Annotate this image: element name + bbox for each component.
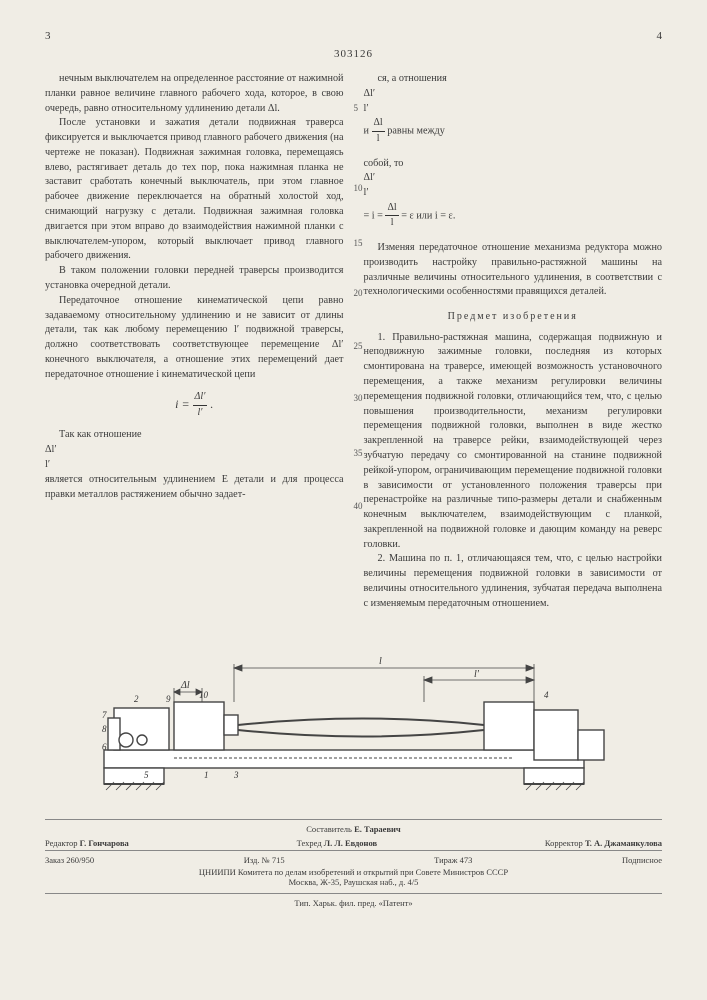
denominator: l′ [364,186,663,201]
fraction: Δl l [372,116,385,146]
paragraph: В таком положении головки передней траве… [45,264,344,294]
numerator: Δl′ [45,443,344,458]
subscription: Подписное [622,855,662,865]
paragraph: Передаточное отношение кинематической це… [45,294,344,383]
claim: 1. Правильно-растяжная машина, содержаща… [364,331,663,553]
formula-lhs: i [175,397,178,411]
text: = ε или i = ε. [401,210,455,221]
colophon: Составитель Е. Тараевич Редактор Г. Гонч… [45,819,662,908]
ref-num: 7 [102,710,107,720]
order-num: Заказ 260/950 [45,855,94,865]
ref-num: 5 [144,770,149,780]
patent-page: 3 4 303126 5 10 15 20 25 30 35 40 нечным… [0,0,707,1000]
paragraph: ся, а отношения [364,72,663,87]
dim-l: l [379,656,382,667]
text: и [364,126,369,137]
denominator: l [372,132,385,147]
paragraph: Так как отношение [45,428,344,443]
paragraph: собой, то [364,157,663,172]
patent-number: 303126 [45,48,662,60]
numerator: Δl [372,116,385,132]
printer-line: Тип. Харьк. фил. пред. «Патент» [45,893,662,908]
ref-num: 9 [166,694,171,704]
composer-label: Составитель [306,824,352,834]
page-num-left: 3 [45,30,51,42]
machine-diagram: l l′ Δl 10 9 7 8 6 2 1 3 4 5 [45,630,662,805]
name: Т. А. Джаманкулова [585,838,662,848]
line-number: 25 [354,340,363,353]
tirage: Тираж 473 [434,855,472,865]
corrector: Корректор Т. А. Джаманкулова [545,838,662,848]
label: Корректор [545,838,583,848]
tech-editor: Техред Л. Л. Евдонов [297,838,377,848]
denominator: l′ [364,102,663,117]
diagram-svg: l l′ Δl 10 9 7 8 6 2 1 3 4 5 [74,630,634,800]
text: = i = [364,210,383,221]
print-info: Заказ 260/950 Изд. № 715 Тираж 473 Подпи… [45,850,662,865]
right-column: ся, а отношения Δl′ l′ и Δl l равны межд… [364,72,663,612]
denominator: l [385,216,398,231]
claims-heading: Предмет изобретения [364,310,663,325]
ref-num: 8 [102,724,107,734]
line-number: 15 [354,237,363,250]
text: ся, а отношения [378,73,447,84]
denominator: l′ [193,406,208,421]
label: Техред [297,838,322,848]
formula: i = Δl′ l′ . [45,390,344,420]
org-line: ЦНИИПИ Комитета по делам изобретений и о… [45,867,662,877]
ref-num: 4 [544,690,549,700]
claim: 2. Машина по п. 1, отличающаяся тем, что… [364,552,663,611]
edition-num: Изд. № 715 [244,855,285,865]
ref-num: 2 [134,694,139,704]
paragraph: После установки и зажатия детали подвижн… [45,116,344,264]
editor: Редактор Г. Гончарова [45,838,129,848]
numerator: Δl′ [364,171,663,186]
line-number: 20 [354,287,363,300]
line-number: 40 [354,500,363,513]
text-columns: 5 10 15 20 25 30 35 40 нечным выключател… [45,72,662,612]
ref-num: 1 [204,770,209,780]
dim-l-prime: l′ [474,669,480,680]
line-number: 5 [354,102,359,115]
fraction: Δl l [385,201,398,231]
left-column: нечным выключателем на определенное расс… [45,72,344,612]
paragraph: нечным выключателем на определенное расс… [45,72,344,116]
line-number: 35 [354,447,363,460]
text: является относительным удлинением E дета… [45,474,344,500]
ref-num: 10 [199,690,209,700]
numerator: Δl′ [364,87,663,102]
numerator: Δl [385,201,398,217]
text: Так как отношение [59,429,142,440]
page-num-right: 4 [657,30,663,42]
ref-num: 3 [233,770,239,780]
label: Редактор [45,838,78,848]
dim-delta: Δl [180,680,190,691]
address-line: Москва, Ж-35, Раушская наб., д. 4/5 [45,877,662,887]
name: Л. Л. Евдонов [324,838,377,848]
ref-num: 6 [102,742,107,752]
page-numbers: 3 4 [45,30,662,42]
paragraph: Изменяя передаточное отношение механизма… [364,241,663,300]
composer-name: Е. Тараевич [354,824,401,834]
line-number: 30 [354,392,363,405]
denominator: l′ [45,458,344,473]
name: Г. Гончарова [80,838,129,848]
fraction: Δl′ l′ [193,390,208,420]
text: равны между [387,126,445,137]
line-number: 10 [354,182,363,195]
text: собой, то [364,158,404,169]
numerator: Δl′ [193,390,208,406]
